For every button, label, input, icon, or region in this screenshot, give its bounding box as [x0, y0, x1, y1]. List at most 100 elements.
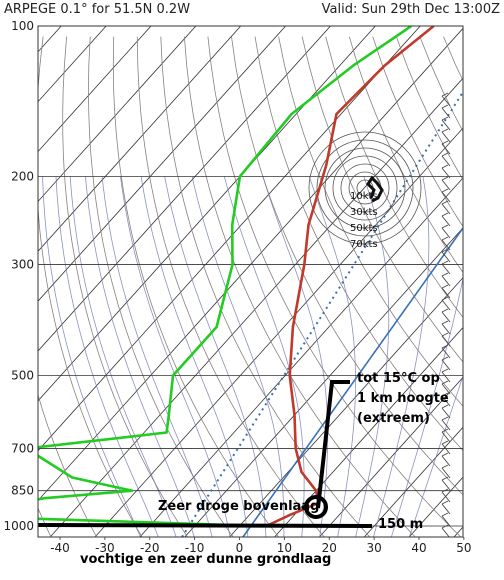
dry-adiabat-line [207, 36, 461, 537]
moist-adiabat-line [55, 176, 159, 537]
hodograph-ring [308, 131, 422, 245]
wind-barb-flag [441, 488, 449, 493]
valid-time-label: Valid: Sun 29th Dec 13:00Z [321, 2, 500, 17]
hodograph-ring-label: 70kts [350, 239, 378, 250]
wind-barb-flag [441, 380, 449, 385]
wind-barb [441, 479, 451, 491]
isotherm-line [38, 26, 287, 302]
wind-barb [441, 395, 451, 407]
dry-layer-annotation: Zeer droge bovenlaag [158, 499, 320, 514]
wind-barb-flag [441, 116, 449, 121]
dry-adiabat-line [348, 36, 463, 274]
wind-barb-flag [441, 416, 449, 421]
wind-barb [441, 95, 451, 107]
wind-barb-flag [441, 368, 449, 373]
wind-barb-flag [441, 164, 449, 169]
wind-barb [441, 407, 451, 419]
isotherm-line [38, 26, 197, 203]
wind-barb-flag [441, 224, 449, 229]
ground-layer-height-annotation: 150 m [378, 517, 424, 532]
temperature-tick-label: 0 [236, 541, 244, 555]
isotherm-line [364, 426, 463, 537]
dry-adiabat-line [278, 36, 463, 407]
wind-barb-flag [441, 512, 449, 517]
wind-barb [441, 443, 451, 455]
inversion-annotation-line2: 1 km hoogte [357, 391, 449, 406]
wind-barb [441, 347, 451, 359]
wind-barb-flag [441, 344, 449, 349]
inversion-pointer [316, 380, 350, 509]
wind-barb [441, 191, 451, 203]
temperature-axis-labels: -40 -30 -20 -10 0 10 20 30 40 50 [50, 537, 472, 555]
wind-barb [441, 527, 450, 537]
hodograph-ring [340, 163, 390, 213]
temperature-tick-label: 50 [456, 541, 471, 555]
isotherm-line [38, 26, 242, 252]
moist-adiabat-line [355, 176, 390, 537]
temperature-tick-label: 20 [322, 541, 337, 555]
wind-barb-flag [441, 452, 449, 457]
hodograph-ring-label: 10kts [350, 191, 378, 202]
parcel-path-line [242, 227, 463, 537]
ground-layer-annotation: vochtige en zeer dunne grondlaag [80, 552, 332, 567]
hodograph-ring [332, 155, 398, 221]
wind-barb [441, 251, 451, 263]
wind-barb-flag [441, 212, 449, 217]
pressure-grid-lines [38, 26, 463, 527]
dry-adiabat-line [301, 36, 463, 363]
wind-barb-flag [441, 392, 449, 397]
wind-barb [441, 359, 451, 371]
wind-barb-flag [441, 404, 449, 409]
moist-adiabat-line [308, 176, 356, 537]
moist-adiabat-line [191, 176, 285, 537]
moist-adiabat-line [101, 176, 213, 537]
dry-adiabat-line [87, 36, 234, 537]
pressure-tick-label: 200 [11, 170, 34, 184]
wind-barb [441, 431, 451, 443]
wind-barb-flag [441, 272, 449, 277]
wind-barb-flag [441, 476, 449, 481]
wind-barb-flag [441, 176, 449, 181]
isotherm-line [38, 26, 421, 452]
dry-adiabat-line [184, 36, 416, 537]
isotherm-line [229, 277, 463, 537]
wind-barb [441, 119, 451, 131]
annotation-shapes [37, 380, 373, 528]
wind-barb-flag [441, 308, 449, 313]
wind-barb [441, 131, 451, 143]
temperature-tick-label: -40 [50, 541, 70, 555]
temperature-tick-label: -30 [95, 541, 115, 555]
isotherm-line [38, 26, 332, 352]
moist-adiabat-line [69, 176, 177, 537]
isotherm-lines [38, 26, 463, 537]
wind-barb [441, 143, 451, 155]
pressure-tick-label: 500 [11, 368, 34, 382]
wind-barb-flag [441, 188, 449, 193]
temperature-tick-label: 30 [366, 541, 381, 555]
wind-barb [441, 515, 451, 527]
model-label: ARPEGE 0.1° for 51.5N 0.2W [4, 2, 191, 17]
wind-barb-flag [441, 524, 449, 529]
pressure-tick-label: 300 [11, 258, 34, 272]
wind-barb-flag [441, 320, 449, 325]
pressure-tick-label: 1000 [3, 519, 34, 533]
wind-barb-flag [441, 284, 449, 289]
temperature-tick-label: 40 [411, 541, 426, 555]
wind-barb-flag [441, 152, 449, 157]
isotherm-line [95, 127, 463, 537]
wind-barb [441, 467, 451, 479]
dry-adiabat-lines [38, 36, 463, 537]
ground-layer-line [37, 523, 373, 528]
hodograph-ring-label: 30kts [350, 207, 378, 218]
wind-barb [441, 155, 451, 167]
moist-adiabat-line [42, 176, 141, 537]
wind-barb [441, 215, 451, 227]
moist-adiabat-line [409, 374, 463, 537]
wind-barb [441, 371, 451, 383]
wind-barb [441, 167, 451, 179]
wind-barb-flag [441, 356, 449, 361]
wind-barb [441, 227, 451, 239]
wind-barb-flag [441, 248, 449, 253]
dry-adiabat-line [325, 36, 463, 319]
pressure-tick-label: 850 [11, 484, 34, 498]
